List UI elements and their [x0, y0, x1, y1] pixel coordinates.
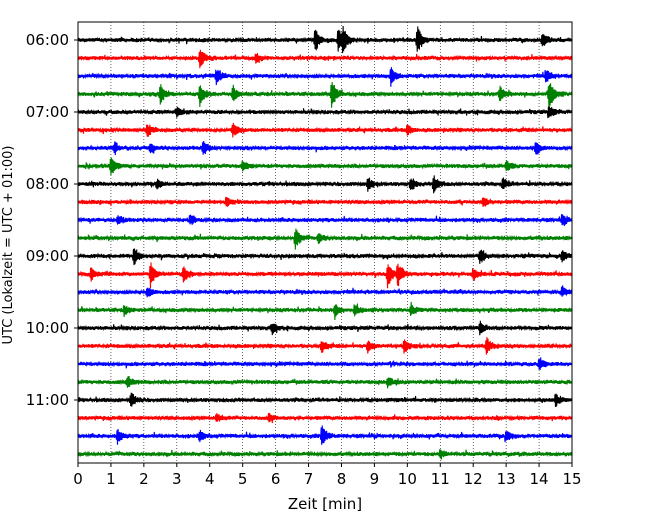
plot-frame [77, 21, 573, 464]
x-tick-label: 11 [431, 470, 450, 488]
y-tick-label: 08:00 [26, 175, 69, 193]
x-tick-label: 5 [238, 470, 248, 488]
trace-1015 [77, 337, 573, 355]
x-axis-ticks: 0 1 2 3 4 5 6 7 8 9 10 11 12 13 14 15 [73, 463, 582, 488]
x-tick-label: 0 [73, 470, 83, 488]
y-axis-ticks: 06:00 07:00 08:00 09:00 10:00 11:00 [26, 31, 78, 409]
trace-0900 [77, 248, 573, 266]
trace-0845 [77, 228, 573, 250]
trace-0800 [77, 175, 573, 194]
y-tick-label: 10:00 [26, 319, 69, 337]
trace-1100 [77, 392, 573, 408]
trace-1000 [77, 320, 573, 336]
y-tick-label: 07:00 [26, 103, 69, 121]
trace-0630 [77, 67, 573, 87]
trace-1130 [77, 425, 573, 445]
trace-0915 [77, 262, 573, 289]
trace-0930 [77, 285, 573, 298]
trace-0645 [77, 82, 573, 111]
x-tick-label: 8 [337, 470, 347, 488]
y-tick-label: 11:00 [26, 391, 69, 409]
trace-0600 [77, 25, 573, 54]
trace-0830 [77, 214, 573, 227]
y-axis-label: UTC (Lokalzeit = UTC + 01:00) [1, 146, 16, 345]
x-tick-label: 3 [172, 470, 182, 488]
plot-background [78, 22, 572, 463]
y-tick-label: 06:00 [26, 31, 69, 49]
trace-0730 [77, 140, 573, 156]
x-tick-label: 10 [398, 470, 417, 488]
x-tick-label: 7 [304, 470, 314, 488]
x-tick-label: 1 [106, 470, 116, 488]
trace-1030 [77, 357, 573, 371]
trace-0745 [77, 157, 573, 176]
trace-1045 [77, 375, 573, 389]
x-tick-label: 13 [497, 470, 516, 488]
trace-0815 [77, 196, 573, 207]
x-tick-label: 4 [205, 470, 215, 488]
x-tick-label: 12 [464, 470, 483, 488]
trace-1115 [77, 412, 573, 424]
trace-0700 [77, 106, 573, 119]
x-axis-label: Zeit [min] [288, 495, 362, 513]
trace-0945 [77, 301, 573, 320]
x-tick-label: 2 [139, 470, 149, 488]
x-tick-label: 15 [562, 470, 581, 488]
x-tick-label: 6 [271, 470, 281, 488]
x-tick-label: 9 [370, 470, 380, 488]
trace-0615 [77, 49, 573, 69]
trace-1145 [77, 449, 573, 460]
seismic-traces [77, 25, 573, 460]
trace-0715 [77, 122, 573, 138]
y-tick-label: 09:00 [26, 247, 69, 265]
x-tick-label: 14 [530, 470, 549, 488]
